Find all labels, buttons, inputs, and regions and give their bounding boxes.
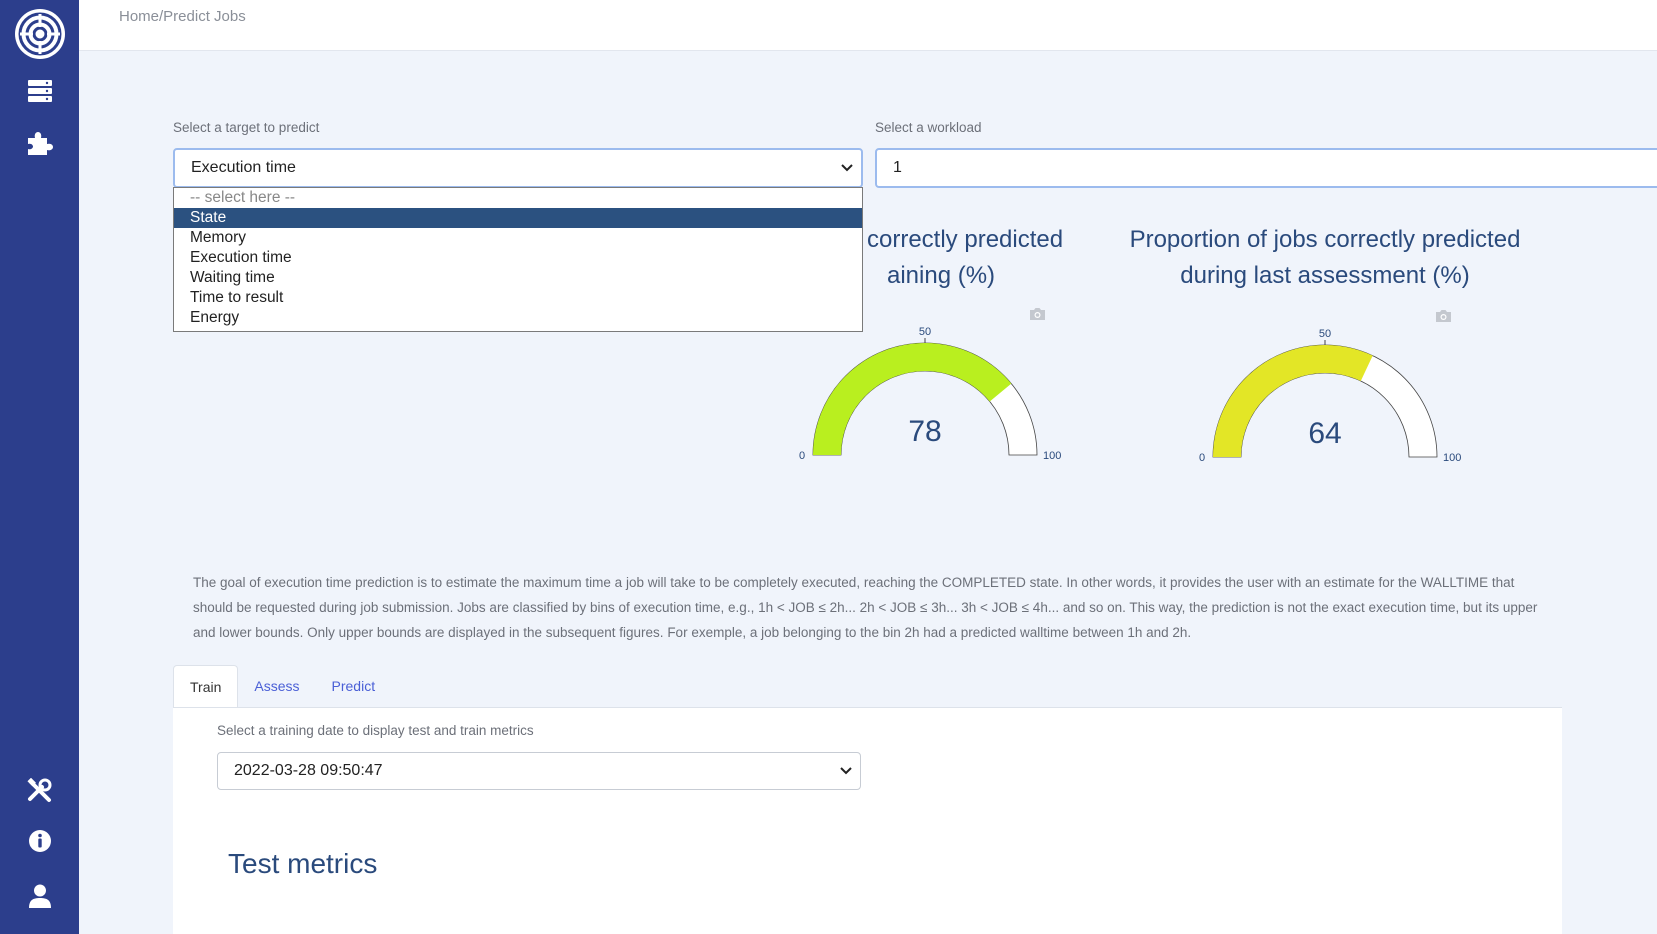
camera-icon[interactable]: [1029, 307, 1046, 326]
breadcrumb[interactable]: Home/Predict Jobs: [119, 8, 246, 25]
tab-train[interactable]: Train: [173, 665, 239, 708]
chevron-down-icon: [841, 159, 853, 177]
gauge-training: 0 50 100 78: [799, 326, 1061, 462]
train-panel: Select a training date to display test a…: [173, 707, 1562, 934]
chevron-down-icon: [840, 762, 852, 780]
aperture-logo-icon[interactable]: [0, 8, 79, 60]
dropdown-option[interactable]: Execution time: [190, 249, 292, 266]
test-metrics-heading: Test metrics: [228, 848, 378, 879]
training-date-value: 2022-03-28 09:50:47: [234, 762, 383, 779]
camera-icon[interactable]: [1435, 309, 1452, 328]
gauge-mid-label: 50: [919, 326, 931, 338]
gauge-min-label: 0: [799, 450, 805, 462]
tab-predict[interactable]: Predict: [331, 678, 376, 694]
gauge-mid-label: 50: [1319, 328, 1331, 340]
puzzle-icon[interactable]: [0, 128, 79, 158]
gauge-min-label: 0: [1199, 452, 1205, 464]
info-icon[interactable]: [0, 828, 79, 854]
sidebar: [0, 0, 79, 934]
dropdown-option[interactable]: Energy: [190, 309, 240, 326]
server-icon[interactable]: [0, 78, 79, 104]
gauge-max-label: 100: [1443, 452, 1461, 464]
top-bar: Home/Predict Jobs: [79, 0, 1657, 51]
gauge-value: 78: [908, 415, 941, 448]
gauge-value: 64: [1308, 417, 1341, 450]
dropdown-option[interactable]: State: [174, 208, 862, 228]
gauge-title-line1: correctly predicted: [867, 226, 1064, 253]
tools-icon[interactable]: [0, 777, 79, 805]
workload-label: Select a workload: [875, 120, 982, 135]
training-date-select[interactable]: 2022-03-28 09:50:47: [217, 752, 861, 790]
prediction-description: The goal of execution time prediction is…: [193, 575, 1538, 640]
gauge-assessment: 0 50 100 64: [1199, 328, 1461, 464]
gauge-title-line2: aining (%): [887, 262, 996, 289]
gauge-title-line1: Proportion of jobs correctly predicted: [1129, 226, 1521, 253]
target-select[interactable]: Execution time: [173, 148, 863, 188]
gauge-title-training: correctly predicted aining (%): [800, 222, 1100, 294]
target-select-value: Execution time: [191, 159, 296, 176]
gauge-max-label: 100: [1043, 450, 1061, 462]
workload-input[interactable]: 1: [875, 148, 1657, 188]
training-date-label: Select a training date to display test a…: [217, 723, 534, 738]
tab-bar: Train Assess Predict: [173, 665, 391, 708]
gauge-title-line2: during last assessment (%): [1180, 262, 1470, 289]
user-icon[interactable]: [0, 882, 79, 910]
gauge-title-assessment: Proportion of jobs correctly predicted d…: [1110, 222, 1540, 294]
dropdown-option[interactable]: -- select here --: [190, 189, 296, 206]
workload-input-value: 1: [893, 159, 902, 176]
dropdown-option[interactable]: Waiting time: [190, 269, 275, 286]
dropdown-option[interactable]: Memory: [190, 229, 246, 246]
dropdown-option[interactable]: Time to result: [190, 289, 284, 306]
target-dropdown-list: -- select here -- State Memory Execution ti…: [173, 187, 863, 332]
tab-assess[interactable]: Assess: [254, 678, 300, 694]
target-label: Select a target to predict: [173, 120, 320, 135]
